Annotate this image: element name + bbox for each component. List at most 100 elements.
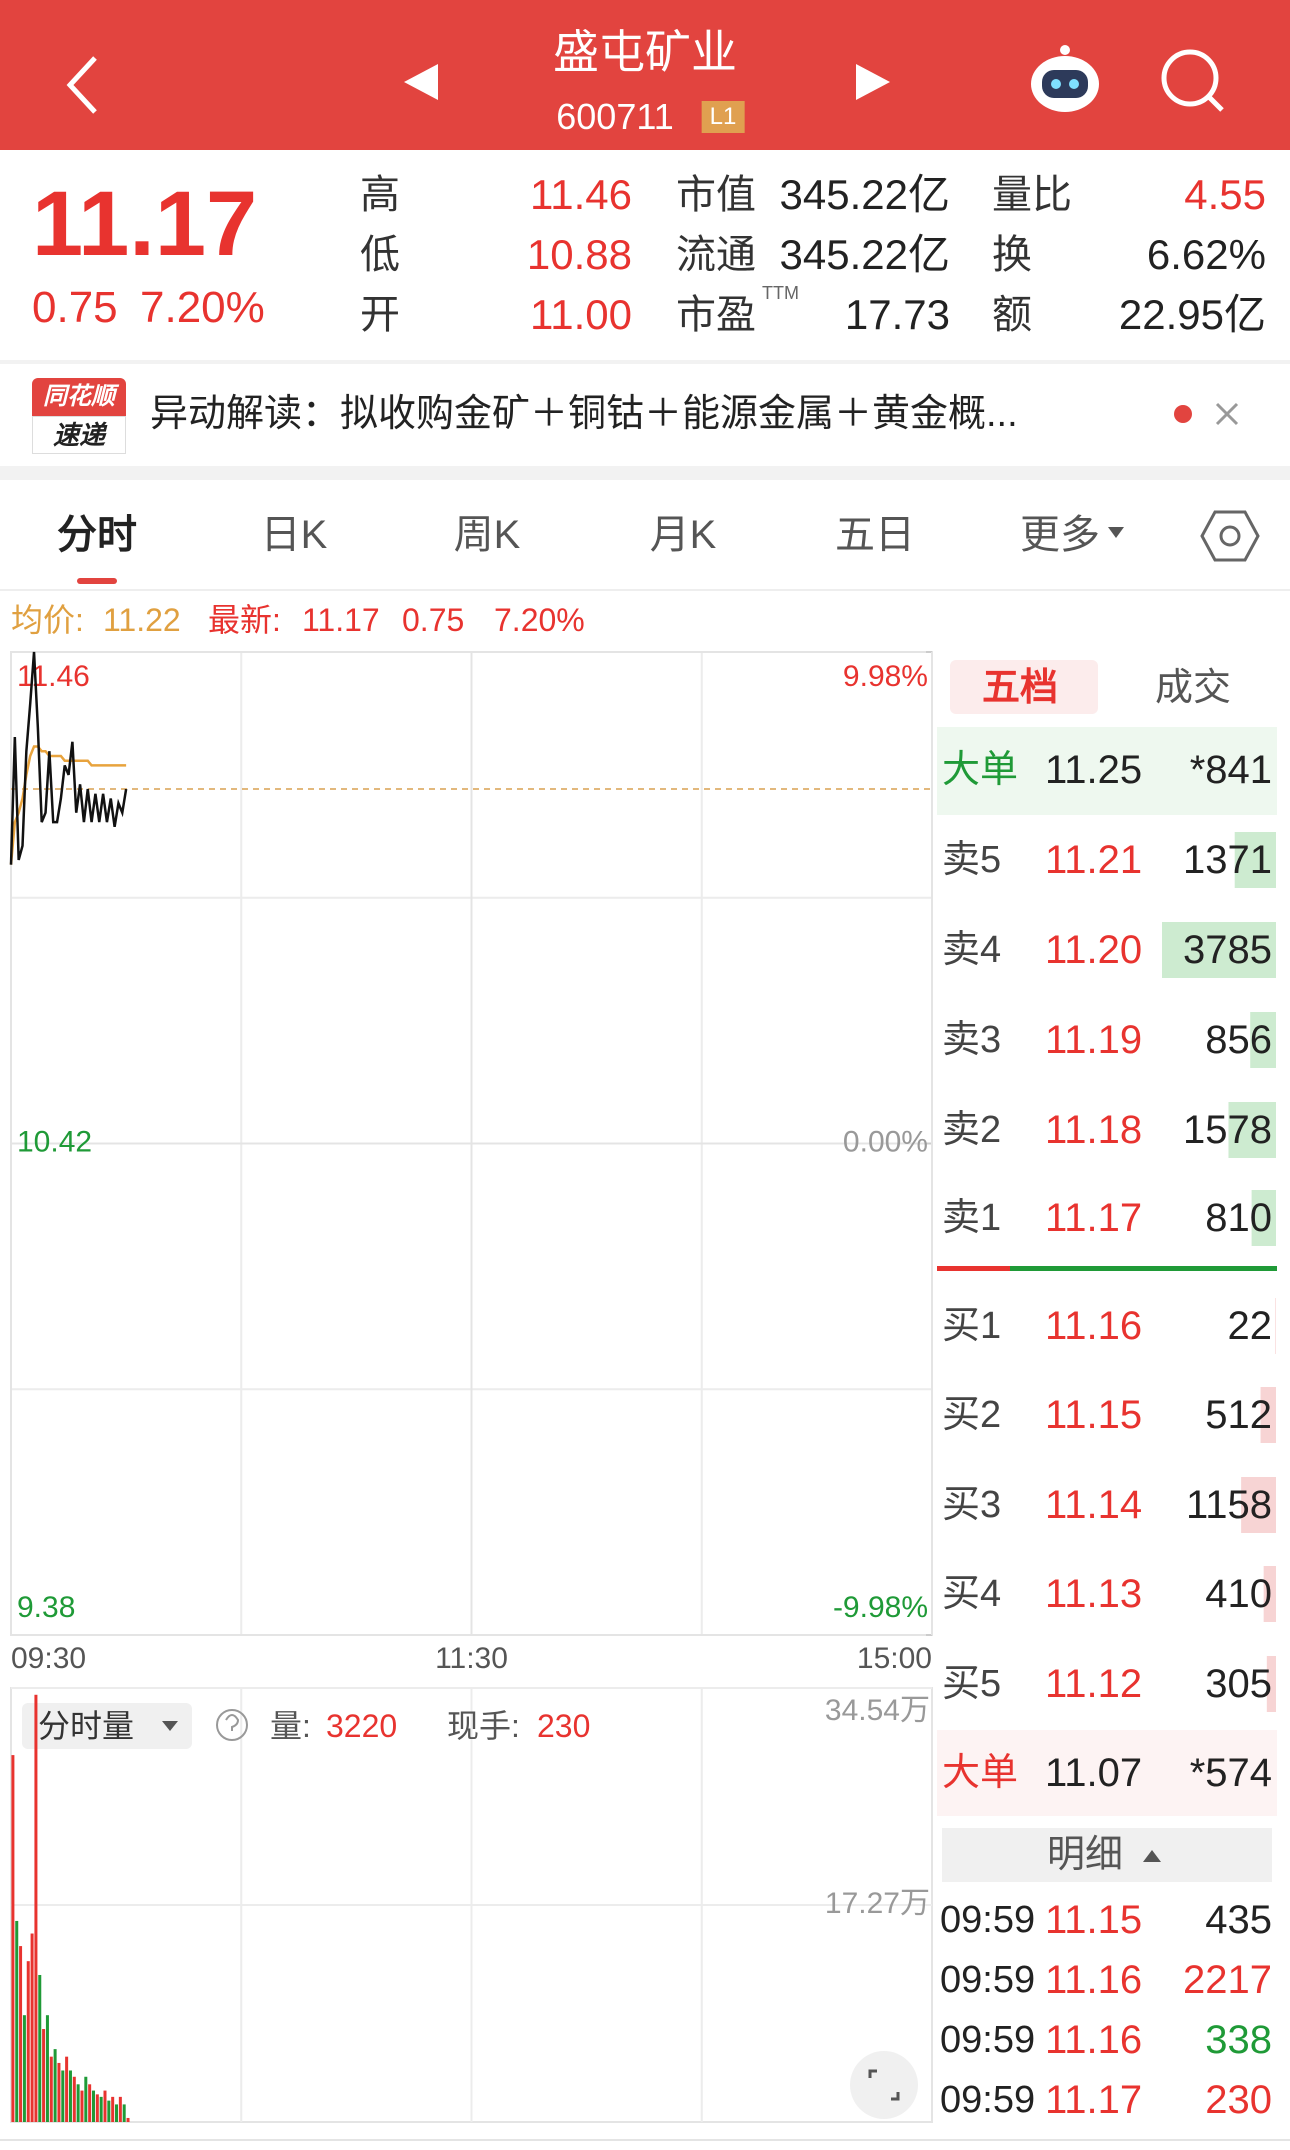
book-price: 11.19 [1045, 1018, 1143, 1062]
stock-name: 盛屯矿业 [553, 26, 737, 78]
search-button[interactable] [1161, 49, 1224, 112]
dropdown-arrow [1108, 527, 1124, 538]
depth-bar [1266, 1656, 1276, 1712]
y-tick-label: 9.38 [17, 1591, 75, 1624]
volume-bar [26, 1961, 30, 2122]
trade-volume: 435 [1205, 1898, 1272, 1942]
book-label: 买3 [942, 1484, 1002, 1526]
book-label: 买4 [942, 1573, 1002, 1615]
assistant-icon[interactable] [1031, 45, 1099, 112]
price-change-pct: 7.20% [140, 283, 265, 332]
x-tick-label: 09:30 [11, 1642, 86, 1675]
unread-dot [1174, 405, 1192, 423]
volume-bar [68, 2070, 72, 2122]
trade-price: 11.16 [1045, 1958, 1143, 2002]
volume-bar [19, 1946, 23, 2122]
book-volume: 1158 [1185, 1483, 1272, 1527]
tab[interactable]: 日K [260, 513, 328, 557]
latest-value: 11.17 [302, 602, 380, 638]
book-price: 11.20 [1045, 928, 1143, 972]
level-badge: L1 [701, 101, 745, 133]
book-label: 卖2 [942, 1109, 1002, 1151]
trade-time: 09:59 [940, 2079, 1036, 2121]
prev-stock[interactable] [404, 64, 438, 100]
volume-bar [126, 2117, 130, 2122]
depth-bar [1275, 1298, 1276, 1354]
depth-bar [1263, 1566, 1276, 1622]
close-button[interactable] [1215, 402, 1239, 426]
book-volume: 1578 [1183, 1108, 1272, 1152]
book-tab[interactable]: 成交 [1154, 667, 1232, 709]
avg-label: 均价: [11, 602, 84, 638]
next-stock[interactable] [856, 64, 890, 100]
book-price: 11.13 [1045, 1572, 1143, 1616]
stat-label: 流通 [676, 233, 756, 277]
trade-time: 09:59 [940, 1899, 1036, 1941]
book-label: 大单 [942, 749, 1019, 791]
x-tick-label: 11:30 [435, 1642, 508, 1675]
price-line [9, 651, 128, 865]
tab[interactable]: 分时 [57, 513, 137, 557]
book-volume: 512 [1205, 1393, 1272, 1437]
depth-bar [1241, 1477, 1276, 1533]
volume-label: 量: [270, 1708, 311, 1744]
book-divider-red [937, 1266, 1010, 1271]
tab[interactable]: 五日 [835, 513, 915, 557]
stat-value: 6.62% [1146, 231, 1266, 278]
hand-label: 现手: [447, 1708, 520, 1744]
news-text[interactable]: 异动解读：拟收购金矿＋铜钴＋能源金属＋黄金概... [150, 393, 1018, 435]
news-controls [1174, 402, 1239, 426]
book-volume: 810 [1205, 1196, 1272, 1240]
trade-volume: 230 [1205, 2078, 1272, 2122]
tab-underline [77, 578, 117, 584]
volume-bar [115, 2104, 119, 2122]
volume-bar [49, 2056, 53, 2122]
book-volume: *574 [1189, 1751, 1272, 1795]
volume-bar [53, 2049, 57, 2122]
stat-value: 22.95亿 [1118, 291, 1266, 338]
volume-bar [65, 2056, 69, 2122]
stat-value: 10.88 [526, 231, 632, 278]
detail-header[interactable]: 明细 [1046, 1834, 1124, 1876]
volume-bar [22, 2015, 26, 2122]
trade-price: 11.16 [1045, 2018, 1143, 2062]
stat-value: 345.22亿 [779, 231, 950, 278]
stat-label: 换 [992, 233, 1032, 277]
depth-bar [1251, 1190, 1276, 1246]
stat-label: 高 [360, 173, 400, 217]
volume-selector-bg[interactable] [22, 1703, 192, 1749]
news-badge-text: 速递 [52, 420, 106, 450]
volume-bar [91, 2090, 95, 2122]
depth-bar [1234, 832, 1276, 888]
help-icon [216, 1709, 248, 1741]
volume-bar [42, 2029, 46, 2122]
book-price: 11.18 [1045, 1108, 1143, 1152]
book-tab[interactable]: 五档 [981, 667, 1059, 709]
book-label: 买2 [942, 1394, 1002, 1436]
volume-bar [122, 2104, 126, 2122]
y2-tick-label: -9.98% [833, 1591, 928, 1624]
book-volume: *841 [1189, 748, 1272, 792]
trade-time: 09:59 [940, 1959, 1036, 2001]
y2-tick-label: 9.98% [843, 660, 928, 693]
tab[interactable]: 更多 [1020, 513, 1100, 557]
volume-bar [88, 2084, 92, 2122]
volume-bar [72, 2076, 76, 2122]
volume-selector[interactable]: 分时量 [38, 1708, 135, 1744]
book-price: 11.14 [1045, 1483, 1143, 1527]
back-button[interactable] [66, 56, 97, 114]
book-price: 11.21 [1045, 838, 1143, 882]
book-label: 卖5 [942, 839, 1002, 881]
separator [0, 360, 1290, 364]
trade-price: 11.17 [1045, 2078, 1143, 2122]
book-volume: 856 [1205, 1018, 1272, 1062]
tab[interactable]: 周K [453, 513, 521, 557]
book-price: 11.25 [1045, 748, 1143, 792]
tab[interactable]: 月K [649, 513, 717, 557]
avg-value: 11.22 [103, 602, 181, 638]
book-price: 11.16 [1045, 1304, 1143, 1348]
y2-tick-label: 0.00% [843, 1125, 928, 1158]
trade-price: 11.15 [1045, 1898, 1143, 1942]
settings-button[interactable] [1200, 508, 1260, 564]
stat-value: 11.00 [530, 291, 632, 338]
